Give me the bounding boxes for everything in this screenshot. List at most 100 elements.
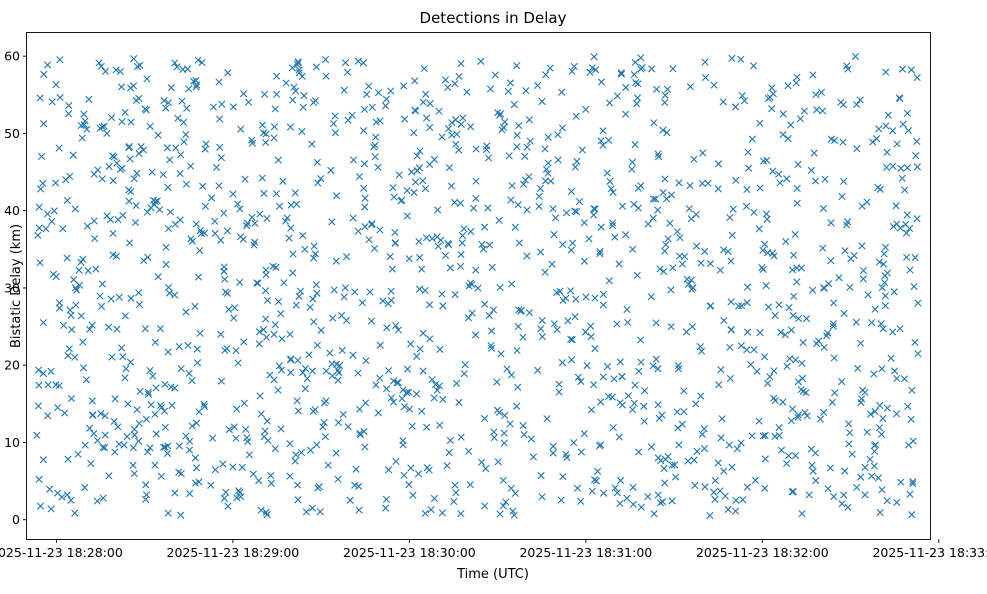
- data-point: [263, 296, 272, 305]
- data-point: [793, 184, 801, 193]
- data-point: [484, 204, 492, 212]
- data-point: [400, 403, 409, 411]
- data-point: [111, 395, 119, 403]
- data-point: [497, 350, 505, 358]
- data-point: [249, 470, 257, 478]
- data-point: [880, 250, 888, 258]
- data-point: [638, 64, 646, 72]
- data-point: [514, 322, 522, 331]
- data-point: [277, 425, 285, 433]
- data-point: [376, 117, 384, 125]
- data-point: [820, 343, 828, 352]
- data-point: [460, 225, 468, 233]
- data-point: [419, 329, 427, 337]
- data-point: [131, 431, 139, 439]
- data-point: [186, 437, 194, 445]
- data-point: [109, 177, 117, 185]
- data-point: [680, 252, 689, 261]
- data-point: [256, 328, 264, 336]
- data-point: [506, 79, 515, 87]
- data-point: [438, 290, 446, 298]
- data-point: [348, 111, 356, 119]
- data-point: [354, 57, 362, 65]
- data-point: [413, 352, 421, 360]
- data-point: [558, 124, 567, 132]
- data-point: [360, 184, 368, 192]
- data-point: [317, 175, 325, 183]
- data-point: [763, 156, 771, 164]
- data-point: [469, 204, 478, 212]
- data-point: [125, 186, 133, 194]
- data-point: [244, 98, 253, 106]
- data-point: [182, 180, 191, 188]
- data-point: [154, 131, 162, 139]
- data-point: [903, 109, 912, 117]
- data-point: [419, 177, 427, 185]
- data-point: [839, 101, 847, 109]
- data-point: [683, 275, 691, 283]
- data-point: [835, 274, 843, 282]
- data-point: [783, 460, 791, 468]
- data-point: [411, 77, 419, 85]
- data-point: [877, 320, 885, 328]
- data-point: [171, 384, 179, 392]
- data-point: [320, 399, 328, 407]
- data-point: [644, 220, 652, 228]
- data-point: [278, 335, 286, 343]
- data-point: [182, 308, 190, 316]
- data-point: [259, 326, 268, 334]
- data-point: [477, 57, 485, 65]
- data-point: [56, 56, 64, 64]
- data-point: [655, 414, 663, 422]
- data-point: [125, 144, 133, 152]
- data-point: [372, 133, 380, 141]
- data-point: [866, 455, 874, 463]
- data-point: [215, 182, 223, 190]
- data-point: [556, 287, 564, 295]
- data-point: [686, 83, 694, 91]
- data-point: [466, 123, 475, 131]
- data-point: [650, 119, 658, 127]
- data-point: [904, 402, 912, 411]
- data-point: [783, 362, 791, 370]
- data-point: [592, 477, 600, 485]
- data-point: [507, 196, 515, 204]
- data-point: [291, 457, 299, 465]
- data-point: [183, 104, 191, 112]
- data-point: [748, 432, 756, 440]
- data-point: [659, 126, 667, 134]
- data-point: [737, 342, 745, 350]
- data-point: [764, 249, 772, 257]
- data-point: [858, 242, 866, 250]
- data-point: [221, 275, 229, 283]
- data-point: [641, 386, 649, 395]
- data-point: [277, 366, 286, 374]
- data-point: [608, 393, 616, 401]
- data-point: [506, 420, 514, 428]
- data-point: [738, 302, 746, 310]
- data-point: [154, 273, 162, 281]
- data-point: [445, 164, 453, 172]
- data-point: [257, 410, 265, 418]
- data-point: [720, 246, 728, 254]
- data-point: [286, 472, 294, 480]
- data-point: [296, 287, 305, 295]
- data-point: [663, 129, 671, 137]
- data-point: [237, 125, 245, 133]
- data-point: [820, 408, 828, 416]
- data-point: [879, 260, 888, 268]
- data-point: [768, 84, 776, 92]
- data-point: [267, 471, 275, 480]
- data-point: [403, 389, 411, 397]
- data-point: [477, 458, 486, 466]
- data-point: [647, 293, 655, 301]
- data-point: [356, 429, 364, 437]
- data-point: [877, 430, 886, 438]
- data-point: [146, 444, 154, 452]
- data-point: [700, 425, 708, 433]
- data-point: [129, 444, 137, 452]
- data-point: [541, 268, 549, 276]
- data-point: [287, 368, 295, 377]
- data-point: [211, 229, 219, 237]
- data-point: [37, 185, 45, 193]
